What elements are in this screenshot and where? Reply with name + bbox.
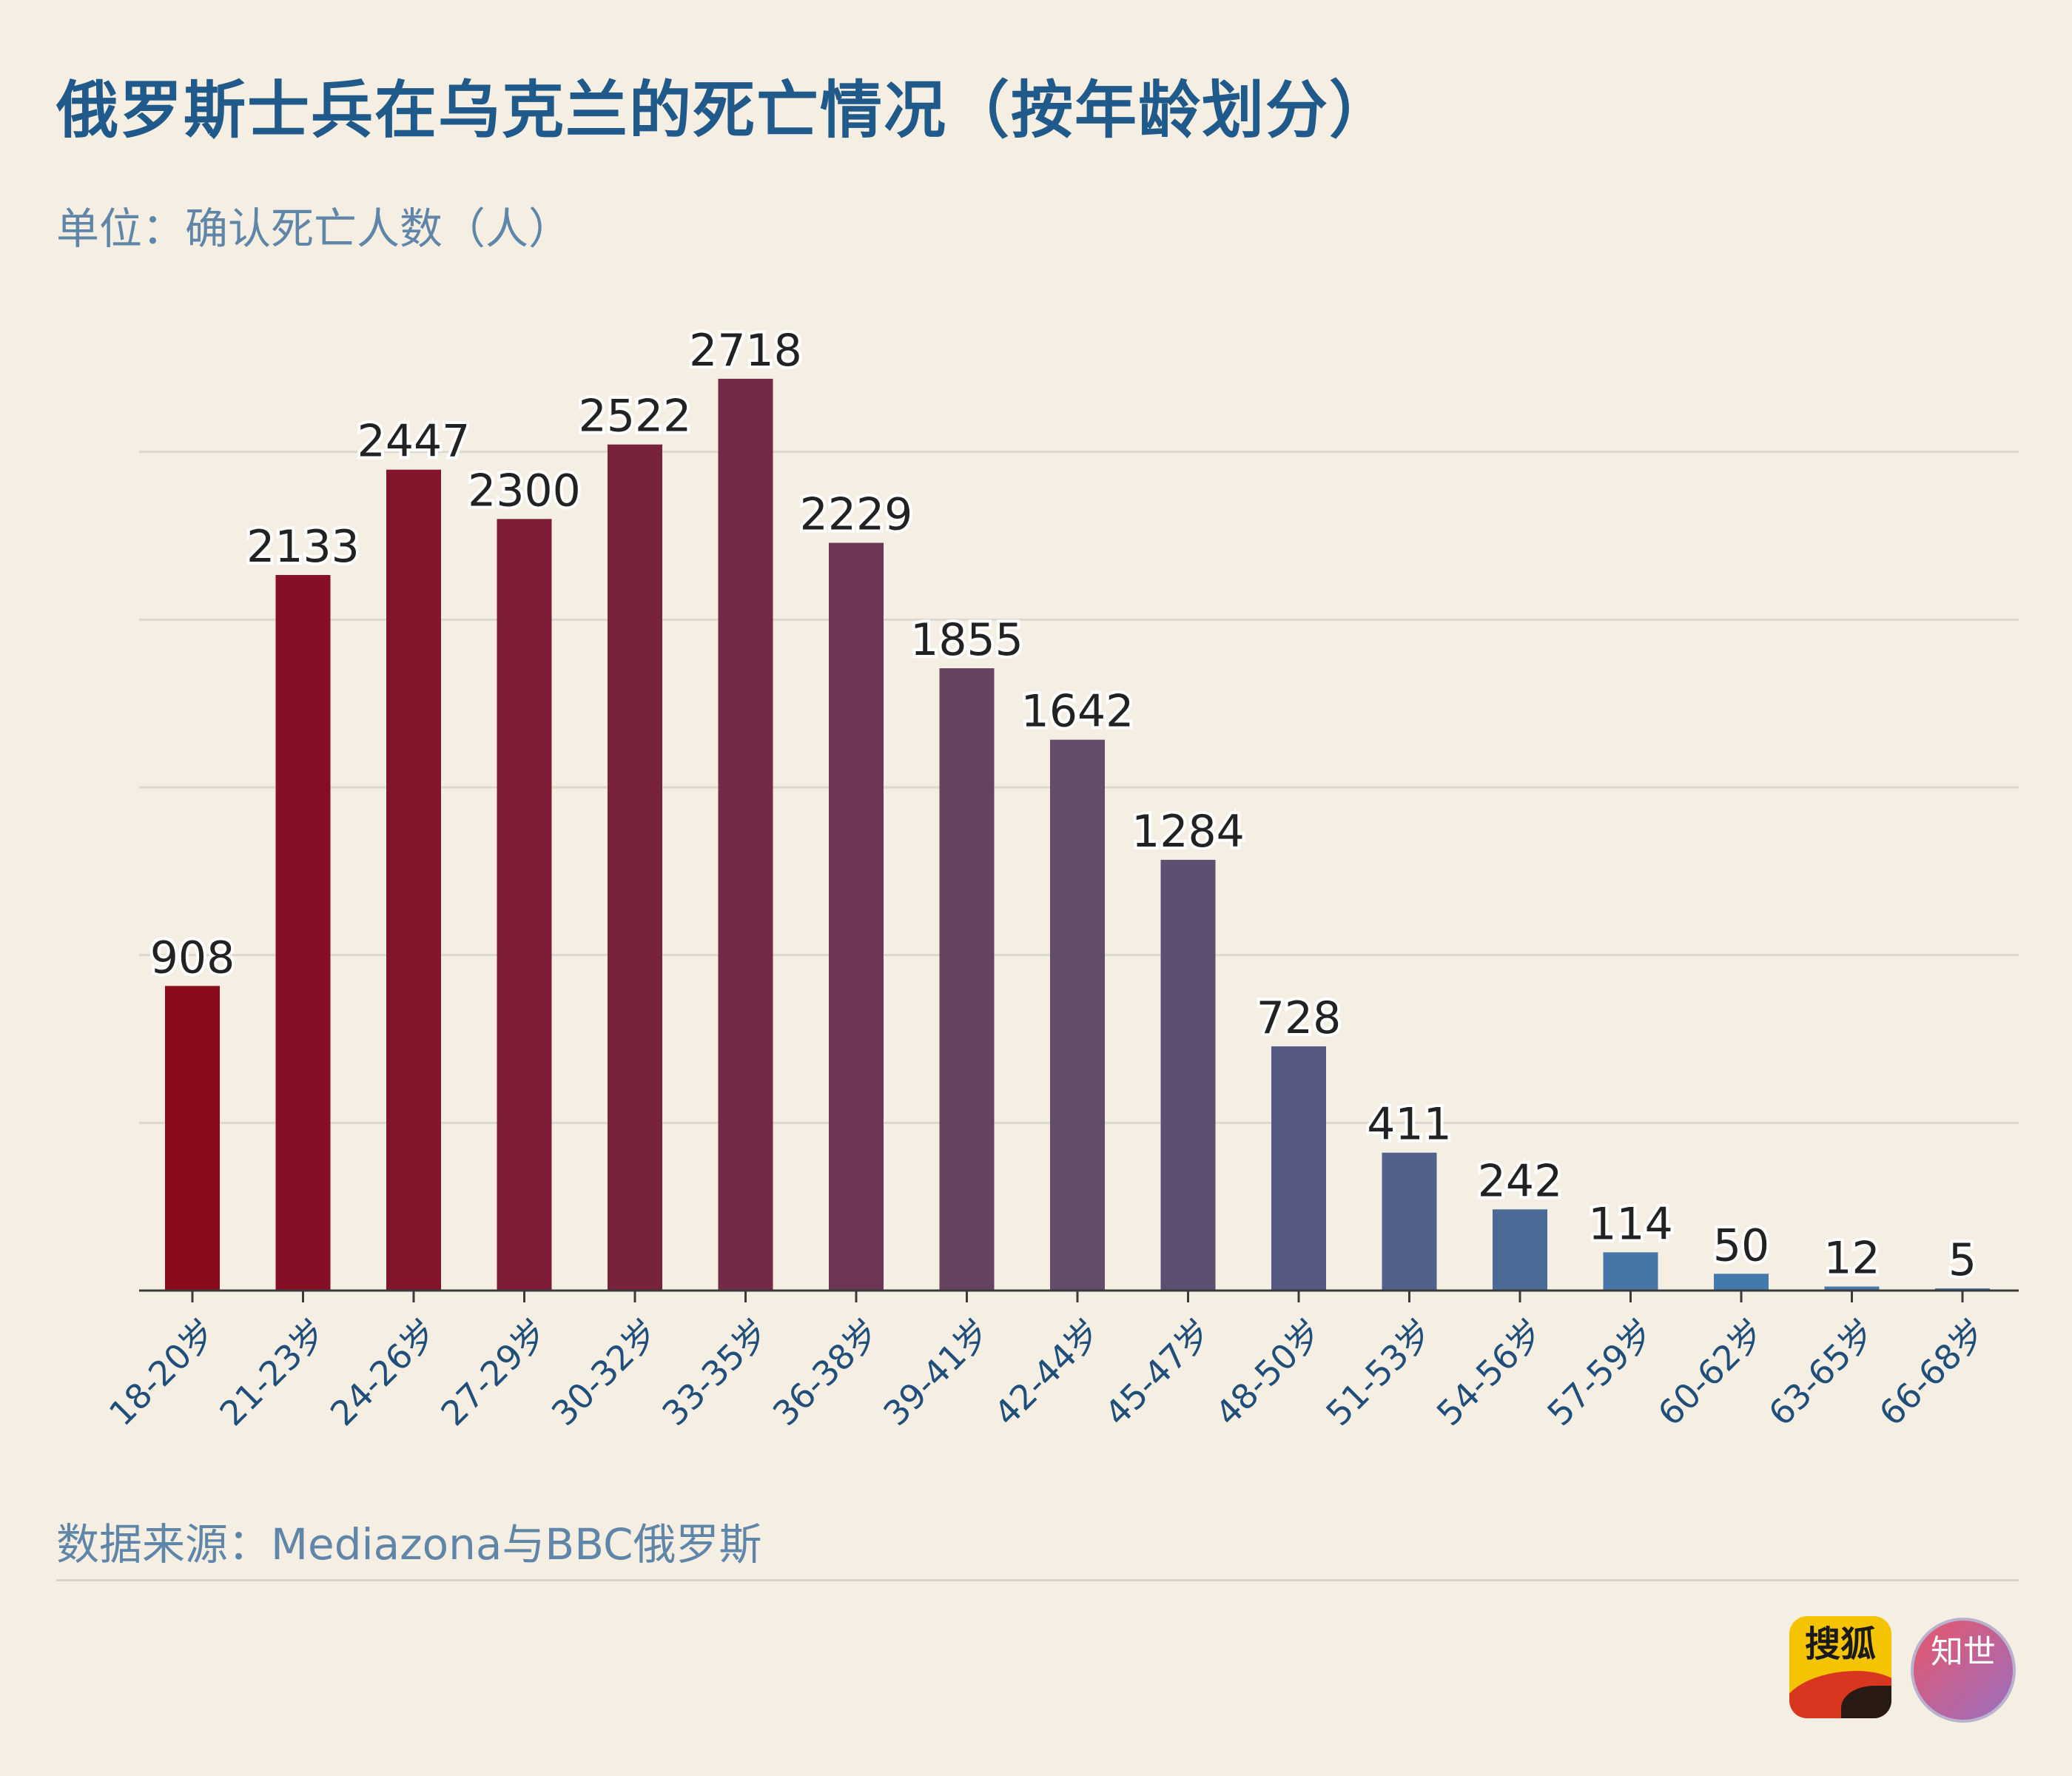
x-tick-label: 66-68岁 (1871, 1311, 1994, 1433)
value-label: 1284 (1131, 806, 1245, 858)
x-tick-label: 42-44岁 (986, 1311, 1109, 1433)
value-label: 1642 (1021, 686, 1134, 738)
value-label: 2133 (246, 521, 360, 573)
bar (1271, 1046, 1326, 1291)
value-label: 12 (1823, 1233, 1880, 1285)
footer-divider (56, 1579, 2019, 1581)
value-label: 411 (1367, 1099, 1452, 1151)
bar (608, 444, 662, 1291)
bar (1603, 1252, 1658, 1291)
x-tick-label: 54-56岁 (1429, 1311, 1551, 1433)
bar (1824, 1286, 1880, 1291)
bar (939, 668, 995, 1291)
x-tick-label: 63-65岁 (1760, 1311, 1883, 1433)
value-label: 2300 (468, 465, 581, 517)
value-label: 728 (1257, 992, 1342, 1044)
zhishi-logo-text: 知世 (1931, 1633, 1996, 1671)
bar (275, 575, 331, 1291)
value-label: 5 (1948, 1234, 1977, 1286)
value-label: 908 (150, 932, 235, 983)
x-tick-label: 48-50岁 (1208, 1311, 1330, 1433)
bar (1493, 1209, 1547, 1291)
value-label: 2229 (800, 489, 913, 541)
x-tick-label: 51-53岁 (1318, 1311, 1440, 1433)
x-tick-label: 27-29岁 (433, 1311, 555, 1433)
x-tick-label: 21-23岁 (212, 1311, 334, 1433)
bar (1382, 1152, 1437, 1291)
bar (386, 469, 441, 1291)
x-axis (139, 1289, 2019, 1302)
value-label: 50 (1713, 1220, 1769, 1271)
bar (718, 378, 773, 1291)
x-tick-label: 45-47岁 (1097, 1311, 1219, 1433)
bar (165, 986, 220, 1291)
x-tick-label: 60-62岁 (1650, 1311, 1772, 1433)
value-label: 114 (1588, 1198, 1673, 1250)
x-tick-label: 57-59岁 (1539, 1311, 1661, 1433)
x-tick-labels: 18-20岁21-23岁24-26岁27-29岁30-32岁33-35岁36-3… (101, 1311, 1994, 1433)
bar (829, 542, 884, 1291)
value-label: 242 (1478, 1155, 1563, 1207)
data-source: 数据来源：Mediazona与BBC俄罗斯 (56, 1519, 762, 1570)
value-label: 1855 (910, 614, 1023, 666)
sohu-logo-text: 搜狐 (1804, 1624, 1876, 1665)
chart-title: 俄罗斯士兵在乌克兰的死亡情况（按年龄划分） (56, 74, 1393, 147)
sohu-logo: 搜狐 (1789, 1616, 1891, 1718)
bar (1714, 1274, 1769, 1291)
bar (1050, 739, 1105, 1291)
value-label: 2447 (357, 416, 471, 468)
bars (165, 378, 1990, 1291)
x-tick-label: 39-41岁 (875, 1311, 998, 1433)
x-tick-label: 33-35岁 (654, 1311, 776, 1433)
value-label: 2718 (689, 325, 802, 377)
x-tick-label: 30-32岁 (544, 1311, 666, 1433)
zhishi-logo: 知世 (1911, 1618, 2016, 1723)
x-tick-label: 24-26岁 (323, 1311, 445, 1433)
x-tick-label: 36-38岁 (765, 1311, 887, 1433)
chart-subtitle: 单位：确认死亡人数（人） (56, 204, 572, 254)
value-label: 2522 (579, 391, 692, 443)
bar (497, 519, 552, 1291)
x-tick-label: 18-20岁 (101, 1311, 223, 1433)
bar (1160, 859, 1216, 1291)
